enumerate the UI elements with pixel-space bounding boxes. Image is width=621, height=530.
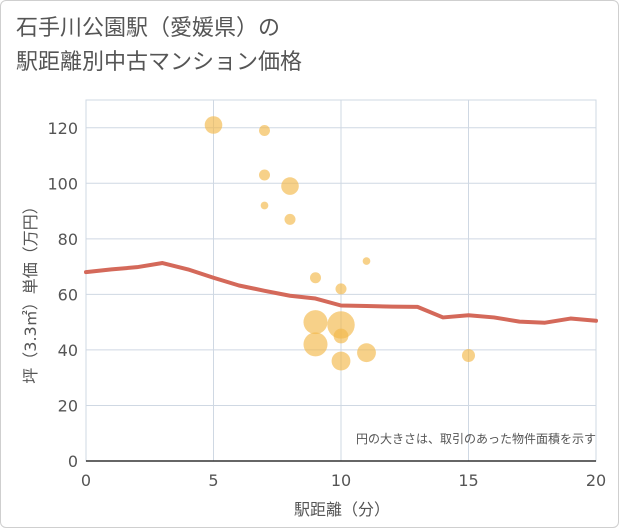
bubble-point [284, 213, 296, 225]
trend-line-group [84, 261, 598, 325]
bubble-point [461, 348, 476, 362]
y-tick-labels: 0 20 40 60 80 100 120 [47, 119, 78, 471]
bubble-point [331, 351, 351, 371]
bubble-point [303, 332, 328, 357]
x-tick-labels: 0 5 10 15 20 [81, 471, 606, 490]
bubble-point [204, 116, 223, 134]
bubble-point [327, 311, 355, 339]
x-tick-label: 5 [208, 471, 218, 490]
average-price-line [84, 261, 598, 325]
bubble-point [362, 257, 371, 265]
bubble-point [303, 310, 328, 335]
y-tick-label: 80 [58, 230, 78, 249]
bubble-series [204, 116, 476, 371]
bubble-point [333, 328, 349, 344]
y-tick-label: 100 [47, 174, 78, 193]
chart-title: 石手川公園駅（愛媛県）の 駅距離別中古マンション価格 [16, 12, 302, 80]
y-tick-label: 0 [68, 452, 78, 471]
x-axis-label: 駅距離（分） [294, 500, 390, 519]
bubble-point [259, 125, 270, 137]
bubble-point [259, 169, 270, 181]
bubble-point [357, 343, 376, 363]
bubble-point [260, 201, 269, 210]
grid-lines [85, 99, 597, 462]
y-tick-label: 120 [47, 119, 78, 138]
x-tick-label: 0 [81, 471, 91, 490]
bubble-point [281, 177, 299, 195]
y-tick-label: 60 [58, 285, 78, 304]
title-line-2: 駅距離別中古マンション価格 [16, 50, 303, 75]
y-tick-label: 20 [58, 396, 78, 415]
x-tick-label: 20 [586, 471, 606, 490]
title-line-1: 石手川公園駅（愛媛県）の [16, 16, 281, 41]
x-tick-label: 15 [458, 471, 478, 490]
bubble-point [310, 272, 321, 284]
y-axis-label: 坪（3.3㎡）単価（万円） [21, 198, 40, 383]
bubble-point [335, 283, 347, 295]
y-tick-label: 40 [58, 341, 78, 360]
size-note: 円の大きさは、取引のあった物件面積を示す [356, 431, 596, 446]
x-tick-label: 10 [331, 471, 351, 490]
